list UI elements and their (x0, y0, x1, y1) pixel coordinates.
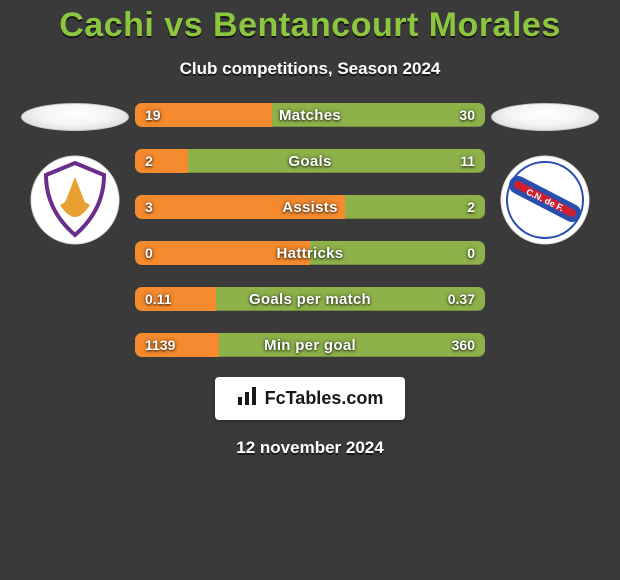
left-club-badge (30, 155, 120, 245)
stat-label: Goals per match (135, 291, 485, 308)
shield-icon: C.N. de F. (500, 155, 590, 245)
shield-icon (30, 155, 120, 245)
stat-label: Matches (135, 107, 485, 124)
stat-label: Assists (135, 199, 485, 216)
stat-bar: 1139360Min per goal (135, 333, 485, 357)
page-subtitle: Club competitions, Season 2024 (180, 59, 441, 79)
stat-bar: 32Assists (135, 195, 485, 219)
player-photo-placeholder (21, 103, 129, 131)
comparison-infographic: Cachi vs Bentancourt Morales Club compet… (0, 0, 620, 580)
source-text: FcTables.com (265, 388, 384, 409)
stat-bar: 0.110.37Goals per match (135, 287, 485, 311)
comparison-body: 1930Matches 211Goals 32Assists 00Hattricks 0… (0, 103, 620, 357)
stat-bars: 1930Matches 211Goals 32Assists 00Hattricks 0… (135, 103, 485, 357)
stat-label: Min per goal (135, 337, 485, 354)
chart-icon (237, 387, 257, 410)
date-text: 12 november 2024 (236, 438, 383, 458)
stat-bar: 00Hattricks (135, 241, 485, 265)
stat-label: Hattricks (135, 245, 485, 262)
right-player-column: C.N. de F. (485, 103, 605, 245)
page-title: Cachi vs Bentancourt Morales (59, 6, 560, 45)
right-club-badge: C.N. de F. (500, 155, 590, 245)
source-badge: FcTables.com (215, 377, 406, 420)
stat-bar: 211Goals (135, 149, 485, 173)
left-player-column (15, 103, 135, 245)
player-photo-placeholder (491, 103, 599, 131)
stat-label: Goals (135, 153, 485, 170)
stat-bar: 1930Matches (135, 103, 485, 127)
